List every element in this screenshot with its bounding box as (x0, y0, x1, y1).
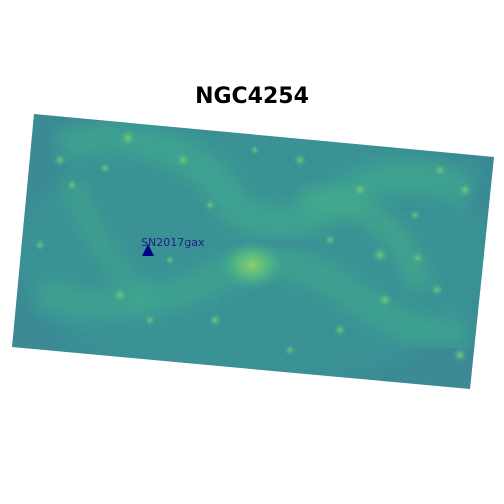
supernova-label: SN2017gax (141, 236, 205, 249)
image-title: NGC4254 (195, 84, 309, 109)
supernova-marker-icon (142, 244, 154, 256)
